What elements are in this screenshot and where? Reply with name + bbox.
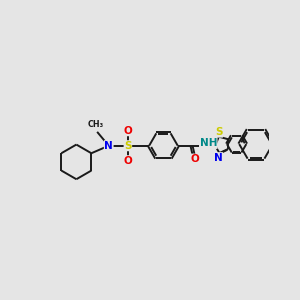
Text: S: S [124, 141, 132, 151]
Text: O: O [124, 156, 132, 166]
Text: N: N [104, 141, 113, 151]
Text: O: O [124, 126, 132, 136]
Text: S: S [215, 127, 223, 137]
Text: CH₃: CH₃ [88, 120, 104, 129]
Text: N: N [214, 153, 223, 163]
Text: O: O [190, 154, 199, 164]
Text: NH: NH [200, 138, 217, 148]
